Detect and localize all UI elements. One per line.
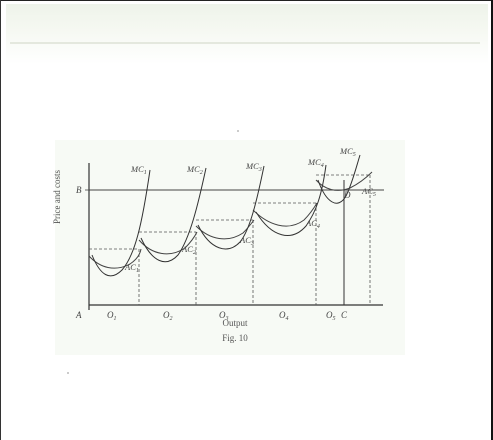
page-border-left <box>0 0 1 440</box>
page-speck <box>67 372 69 374</box>
ac-label-5: AC5 <box>361 186 376 198</box>
point-label-D: D <box>343 190 351 200</box>
mc-curves <box>91 154 361 277</box>
mc-curve-2 <box>140 167 207 263</box>
page-border-top <box>0 0 493 1</box>
ac-label-3: AC3 <box>239 235 254 247</box>
ac-curve-5 <box>315 171 373 191</box>
output-label-1: O1 <box>107 310 117 322</box>
output-labels: O1 O2 O3 O4 O5 <box>107 310 336 322</box>
mc-label-3: MC3 <box>245 161 262 173</box>
ac-labels: AC1 AC2 AC3 AC4 AC5 <box>124 186 376 274</box>
ac-label-2: AC2 <box>181 244 196 256</box>
page-speck-2 <box>237 130 239 132</box>
page-border-right <box>491 0 493 440</box>
ac-curves <box>88 171 373 269</box>
ac-curve-1 <box>88 248 142 269</box>
output-label-3: O3 <box>219 310 229 322</box>
figure-background <box>55 140 405 355</box>
ac-curve-3 <box>195 219 255 240</box>
mc-labels: MC1 MC2 MC3 MC4 MC5 <box>130 146 356 176</box>
point-label-A: A <box>75 310 82 320</box>
mc-label-1: MC1 <box>130 164 147 176</box>
dashed-output-lines <box>138 175 371 305</box>
page-shadow <box>6 4 488 64</box>
output-label-5: O5 <box>326 310 336 322</box>
output-label-4: O4 <box>279 310 289 322</box>
mc-curve-3 <box>197 165 265 250</box>
output-label-2: O2 <box>163 310 173 322</box>
mc-label-5: MC5 <box>339 146 356 158</box>
page-fold-line <box>10 42 480 44</box>
figure-caption: Fig. 10 <box>222 333 248 343</box>
mc-label-2: MC2 <box>186 164 203 176</box>
dashed-price-levels <box>89 174 370 250</box>
mc-curve-5 <box>317 154 361 204</box>
ac-curve-4 <box>252 202 318 227</box>
ac-label-1: AC1 <box>124 262 139 274</box>
point-label-B: B <box>76 185 82 195</box>
x-axis-label: Output <box>222 318 248 328</box>
point-label-C: C <box>341 310 348 320</box>
mc-curve-1 <box>91 169 151 277</box>
ac-label-4: AC4 <box>305 218 320 230</box>
ac-curve-2 <box>138 231 198 255</box>
y-axis-label: Price and costs <box>52 170 62 224</box>
mc-label-4: MC4 <box>307 157 324 169</box>
